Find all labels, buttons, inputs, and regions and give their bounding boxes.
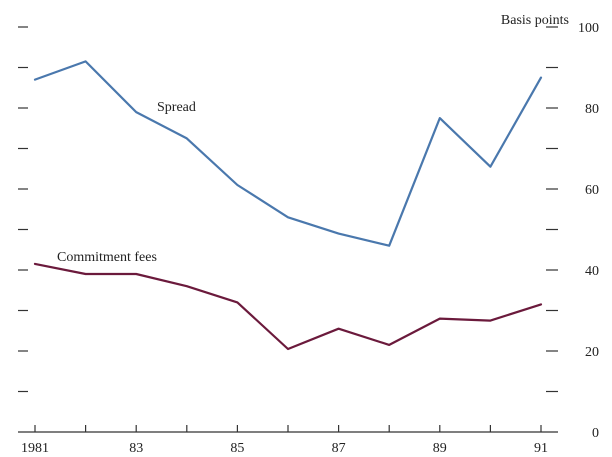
y-tick-label: 20	[585, 345, 599, 360]
y-tick-label: 60	[585, 183, 599, 198]
x-tick-label: 83	[129, 441, 143, 456]
series-lines	[33, 60, 543, 351]
series-labels: Spread Commitment fees	[57, 100, 196, 265]
right-tick-marks	[546, 26, 558, 393]
x-tick-label: 91	[534, 441, 548, 456]
series-label-commitment-fees: Commitment fees	[57, 250, 157, 265]
unit-label: Basis points	[501, 13, 569, 28]
x-tick-label: 87	[332, 441, 346, 456]
series-line-commitment-fees	[33, 262, 543, 351]
x-tick-label: 85	[230, 441, 244, 456]
series-label-spread: Spread	[157, 100, 196, 115]
y-axis-labels: 0 20 40 60 80 100	[578, 21, 599, 441]
y-tick-label: 100	[578, 21, 599, 36]
series-line-spread	[33, 60, 543, 247]
y-tick-label: 80	[585, 102, 599, 117]
y-tick-label: 0	[592, 426, 599, 441]
x-tick-label: 1981	[21, 441, 49, 456]
left-tick-marks	[18, 26, 28, 393]
y-tick-label: 40	[585, 264, 599, 279]
x-tick-label: 89	[433, 441, 447, 456]
x-axis: 1981 83 85 87 89 91	[18, 425, 558, 456]
